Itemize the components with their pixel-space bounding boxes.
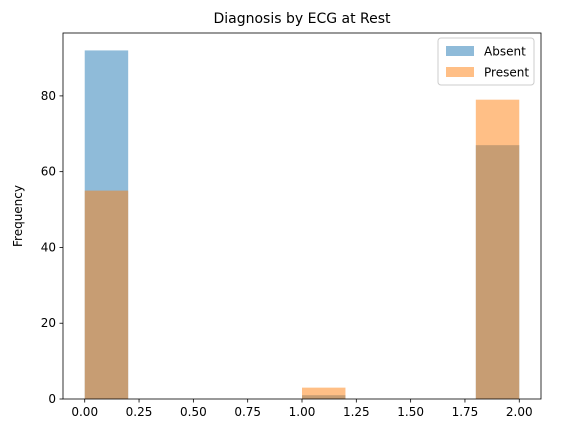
plot-frame [62, 32, 542, 400]
x-tick-label: 0.50 [180, 405, 207, 419]
legend-swatch-absent [446, 46, 474, 56]
legend-label-absent: Absent [484, 45, 526, 59]
x-tick-label: 2.00 [506, 405, 533, 419]
bar-present-2 [475, 99, 520, 399]
axes-layer: 0.00 0.25 0.50 0.75 1.00 1.25 1.50 1.75 2.00 0 20 4… [41, 32, 542, 419]
y-tick-label: 80 [41, 89, 56, 103]
x-tick-label: 1.75 [452, 405, 479, 419]
x-tick-label: 0.00 [71, 405, 98, 419]
y-tick-label: 40 [41, 240, 56, 254]
bar-present-0 [84, 190, 129, 399]
x-tick-label: 1.00 [289, 405, 316, 419]
y-tick-label: 20 [41, 316, 56, 330]
x-tick-label: 1.25 [343, 405, 370, 419]
bars-layer [84, 50, 520, 400]
y-axis-label: Frequency [11, 185, 25, 247]
x-tick-label: 0.75 [234, 405, 261, 419]
x-tick-label: 0.25 [126, 405, 153, 419]
x-tick-label: 1.50 [397, 405, 424, 419]
legend: Absent Present [437, 37, 535, 86]
y-tick-label: 60 [41, 165, 56, 179]
legend-swatch-present [446, 67, 474, 77]
y-tick-label: 0 [48, 392, 56, 406]
chart-title: Diagnosis by ECG at Rest [213, 11, 391, 27]
legend-label-present: Present [484, 66, 529, 80]
bar-present-1 [302, 387, 346, 399]
